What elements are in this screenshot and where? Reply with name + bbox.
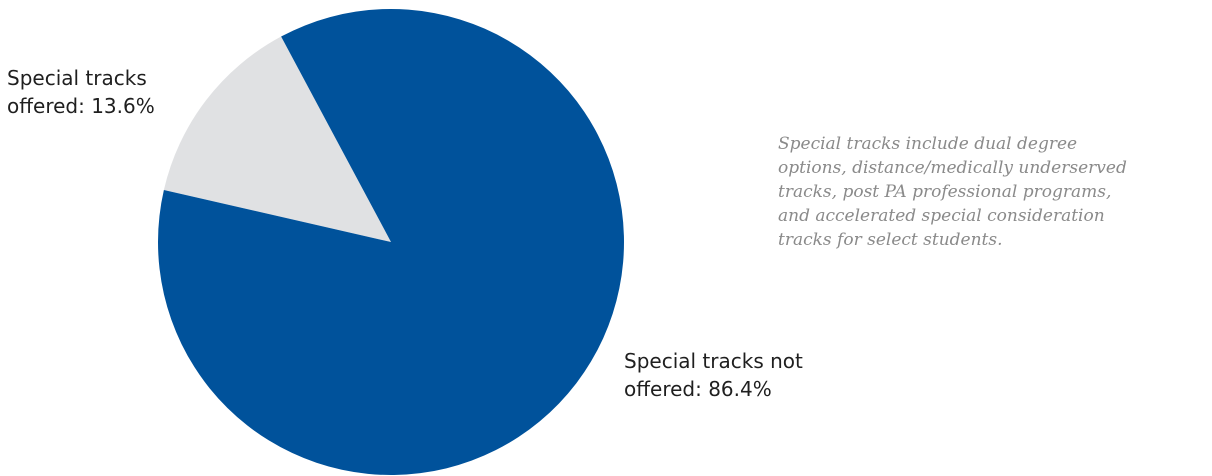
footnote-line: tracks for select students. [778,230,1003,250]
chart-footnote: Special tracks include dual degree optio… [778,132,1208,252]
data-label-line: Special tracks not [624,349,803,373]
data-label-line: offered: 86.4% [624,377,772,401]
footnote-line: tracks, post PA professional programs, [778,182,1112,202]
data-label-line: offered: 13.6% [7,94,155,118]
footnote-line: Special tracks include dual degree [778,134,1078,154]
data-label-line: Special tracks [7,66,147,90]
data-label-special-tracks-not-offered: Special tracks not offered: 86.4% [624,347,803,403]
data-label-special-tracks-offered: Special tracks offered: 13.6% [7,64,155,120]
pie-slice-special-tracks-not-offered [157,8,624,475]
footnote-line: options, distance/medically underserved [778,158,1127,178]
pie-slice-special-tracks-offered [163,36,391,242]
footnote-line: and accelerated special consideration [778,206,1105,226]
